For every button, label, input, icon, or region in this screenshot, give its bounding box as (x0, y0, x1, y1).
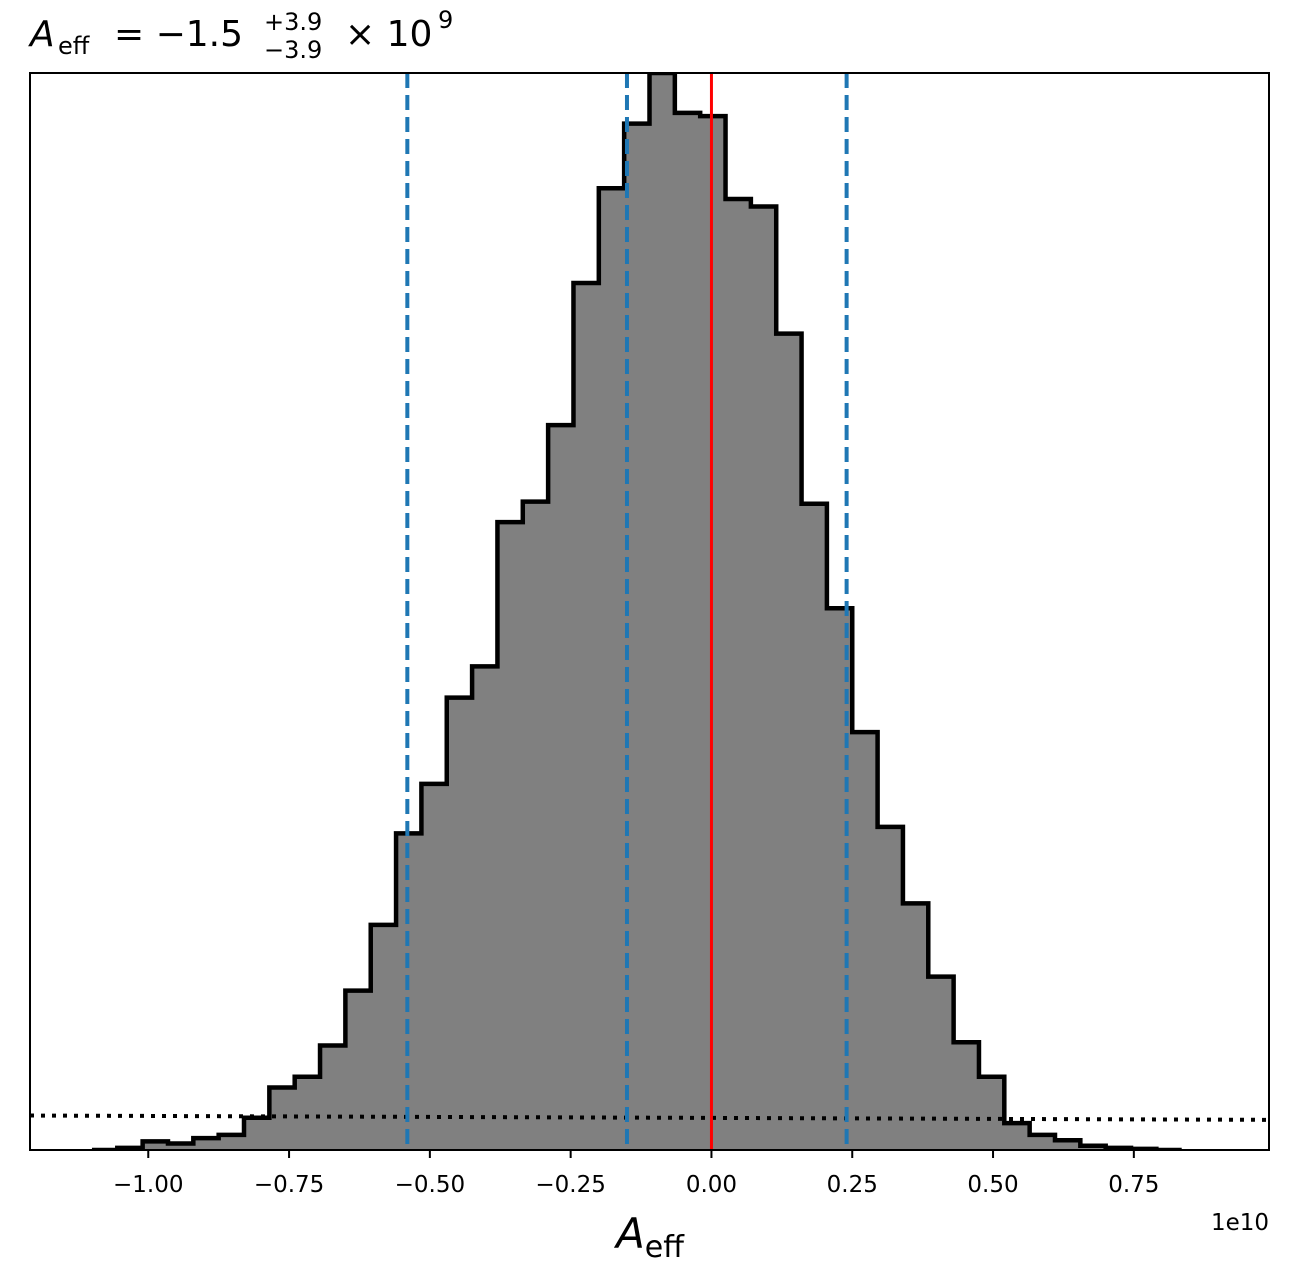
title-var: A (28, 14, 55, 55)
prior-dotted-line (30, 1113, 1269, 1122)
x-tick-label: −0.75 (254, 1172, 324, 1198)
x-tick-label: 0.50 (967, 1172, 1018, 1198)
x-tick-label: 0.75 (1108, 1172, 1159, 1198)
x-axis-label: Aeff (613, 1209, 685, 1265)
title-lower-error: −3.9 (264, 36, 322, 64)
x-axis-ticks: −1.00 −0.75 −0.50 −0.25 0.00 0.25 0.50 0.75 (113, 1150, 1159, 1198)
title-multiplier: × 10 (345, 14, 432, 55)
title-upper-error: +3.9 (264, 8, 322, 36)
x-tick-label: 0.25 (827, 1172, 878, 1198)
x-tick-label: −0.50 (395, 1172, 465, 1198)
plot-frame (29, 72, 1270, 1151)
x-tick-label: 0.00 (686, 1172, 737, 1198)
x-tick-label: −1.00 (113, 1172, 183, 1198)
x-offset-label: 1e10 (1211, 1210, 1269, 1236)
title-var-sub: eff (58, 32, 90, 60)
title-value: = −1.5 (114, 14, 243, 55)
plot-area (30, 73, 1269, 1150)
x-tick-label: −0.25 (535, 1172, 605, 1198)
histogram-fill (91, 73, 1182, 1150)
histogram-outline (91, 73, 1182, 1150)
title-exponent: 9 (438, 6, 453, 34)
x-axis-title: Aeff (613, 1209, 685, 1265)
x-axis-var: A (613, 1209, 645, 1258)
x-axis-sub: eff (645, 1230, 685, 1265)
